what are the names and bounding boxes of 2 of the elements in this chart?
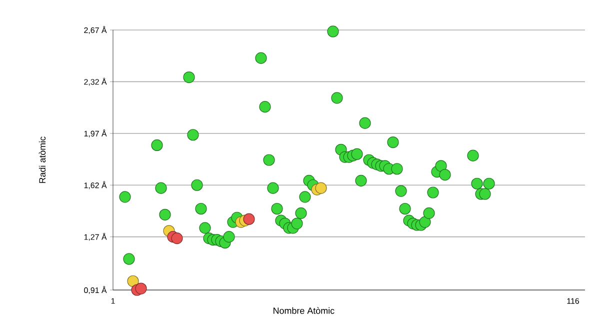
y-axis-title: Radi atòmic [38,136,46,183]
x-axis-title: Nombre Atòmic [274,307,334,314]
